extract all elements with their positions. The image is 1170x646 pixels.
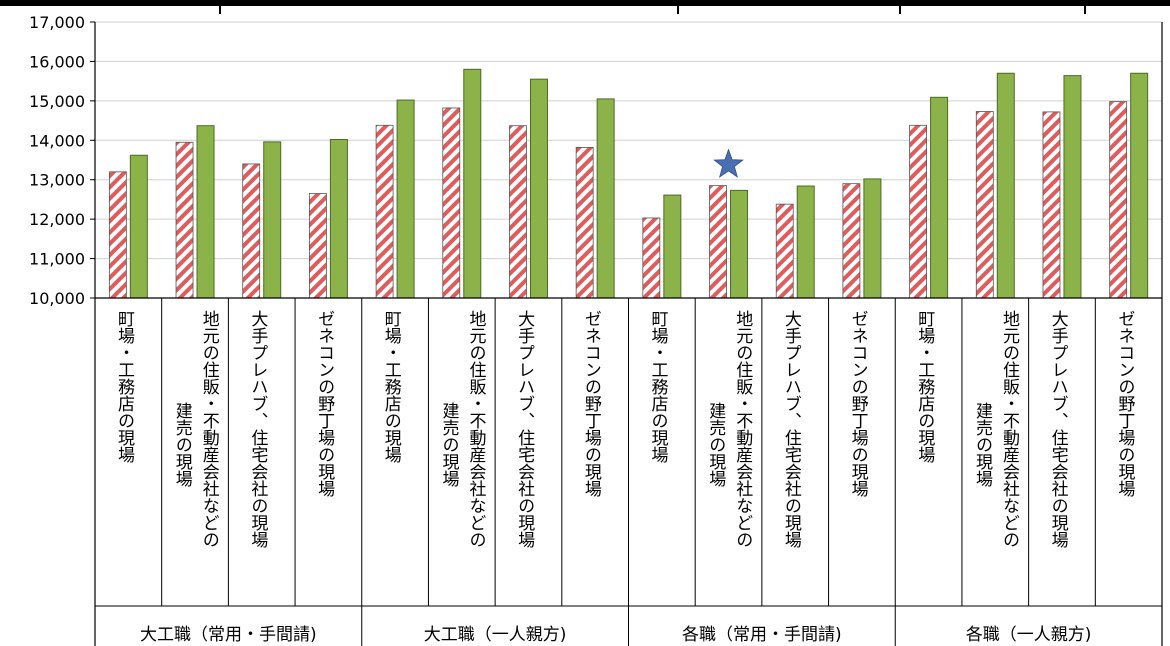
category-label: ゼネコンの野丁場の現場 (848, 310, 869, 498)
top-border-strip (0, 0, 1170, 6)
y-tick-label: 14,000 (29, 131, 85, 150)
bar-series-2 (663, 194, 682, 299)
bar-series-2 (596, 98, 615, 299)
group-labels: 大工職（常用・手間請) 大工職（一人親方) 各職（常用・手間請) 各職（一人親方) (140, 625, 1091, 645)
bar-series-2 (1063, 75, 1082, 299)
bar-series-1 (175, 141, 194, 299)
y-tick-label: 12,000 (29, 210, 85, 229)
star-icon (713, 148, 744, 178)
bar-series-2 (863, 178, 882, 299)
bar-series-1 (842, 183, 861, 299)
category-label-line2: 建売の現場 (172, 402, 193, 488)
category-label: 大手プレハブ、住宅会社の現場 (514, 310, 535, 549)
category-label: 町場・工務店の現場 (648, 310, 669, 464)
bar-series-2 (329, 138, 348, 299)
bar-series-1 (575, 146, 594, 299)
category-label-line2: 建売の現場 (438, 402, 459, 488)
category-label: 地元の住販・不動産会社などの (999, 310, 1020, 548)
y-tick-label: 10,000 (29, 289, 85, 308)
group-label: 各職（一人親方) (966, 625, 1092, 645)
bar-series-1 (375, 124, 394, 299)
category-label: 大手プレハブ、住宅会社の現場 (1048, 310, 1069, 549)
category-label-line2: 建売の現場 (705, 402, 726, 488)
category-label: ゼネコンの野丁場の現場 (314, 310, 335, 498)
category-label: 地元の住販・不動産会社などの (732, 310, 753, 548)
bar-series-2 (463, 68, 482, 299)
bar-series-2 (129, 154, 148, 299)
group-label: 大工職（常用・手間請) (140, 625, 317, 645)
bar-series-1 (309, 193, 327, 299)
bar-series-2 (730, 189, 749, 299)
bar-series-2 (396, 99, 415, 299)
bar-series-2 (1130, 72, 1149, 299)
bar-series-1 (242, 163, 261, 299)
bar-series-2 (196, 125, 215, 299)
bar-series-1 (975, 111, 994, 299)
bar-series-1 (442, 107, 461, 299)
category-label: ゼネコンの野丁場の現場 (581, 310, 602, 498)
bar-series-1 (1042, 111, 1061, 299)
y-tick-label: 17,000 (29, 13, 85, 32)
y-tick-label: 11,000 (29, 250, 85, 269)
group-label: 大工職（一人親方) (424, 625, 567, 645)
bar-series-1 (1109, 101, 1128, 299)
category-label: 町場・工務店の現場 (914, 310, 935, 464)
category-label: 町場・工務店の現場 (114, 310, 135, 464)
bar-series-1 (108, 171, 127, 299)
category-label: 地元の住販・不動産会社などの (465, 310, 486, 548)
bar-series-2 (796, 185, 815, 299)
bar-series-2 (529, 78, 548, 299)
bar-series-2 (263, 141, 282, 299)
group-label: 各職（常用・手間請) (682, 625, 842, 645)
y-tick-label: 16,000 (29, 52, 85, 71)
y-tick-label: 13,000 (29, 171, 85, 190)
category-label-line2: 建売の現場 (972, 402, 993, 488)
category-label: 大手プレハブ、住宅会社の現場 (247, 310, 268, 549)
bar-series-1 (509, 125, 527, 299)
category-label: 地元の住販・不動産会社などの (199, 310, 220, 548)
category-label: 大手プレハブ、住宅会社の現場 (781, 310, 802, 549)
bar-series-1 (709, 185, 727, 299)
category-label: ゼネコンの野丁場の現場 (1114, 310, 1135, 498)
bar-series-1 (642, 217, 661, 299)
y-tick-label: 15,000 (29, 92, 85, 111)
category-label: 町場・工務店の現場 (381, 310, 402, 464)
bar-series-1 (909, 124, 927, 299)
y-axis-ticks: 10,000 11,000 12,000 13,000 14,000 15,000 16,0… (29, 13, 85, 308)
bar-series-2 (996, 72, 1015, 299)
bars (108, 68, 1149, 299)
bar-series-1 (775, 203, 794, 299)
bar-series-2 (930, 96, 949, 299)
annotations (713, 148, 744, 178)
